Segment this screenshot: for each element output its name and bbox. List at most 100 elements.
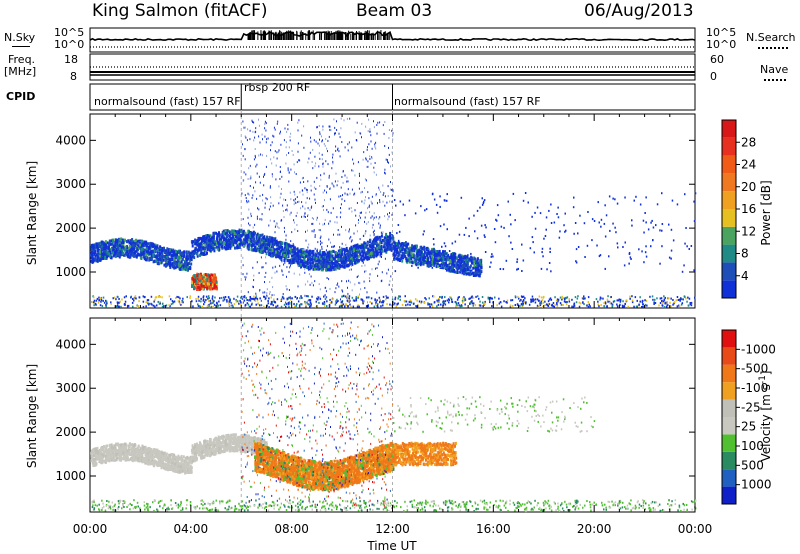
power-echo	[211, 278, 214, 282]
power-echo	[193, 286, 196, 290]
power-echo	[152, 243, 155, 247]
power-echo	[391, 242, 394, 246]
power-echo	[574, 296, 577, 299]
power-speckle	[304, 187, 306, 190]
power-echo	[196, 243, 199, 247]
power-speckle	[341, 247, 343, 250]
power-echo	[187, 254, 190, 258]
power-speckle	[340, 186, 342, 189]
power-echo	[201, 287, 204, 290]
power-speckle	[366, 148, 368, 151]
power-echo	[341, 302, 344, 305]
power-echo	[346, 295, 348, 298]
power-echo	[680, 303, 683, 306]
power-echo	[366, 250, 369, 254]
power-echo	[391, 246, 394, 250]
power-speckle	[289, 266, 291, 269]
power-echo	[103, 250, 105, 254]
power-echo	[90, 250, 93, 254]
power-echo	[191, 254, 194, 258]
power-echo	[463, 263, 466, 267]
power-echo	[463, 269, 466, 273]
power-echo	[619, 303, 621, 306]
power-echo	[340, 252, 343, 256]
power-echo	[426, 261, 429, 265]
power-speckle	[262, 291, 264, 294]
power-echo	[248, 238, 251, 242]
power-speckle	[260, 247, 262, 250]
power-speckle	[331, 167, 333, 170]
power-echo	[143, 252, 146, 256]
power-speckle	[306, 191, 308, 194]
power-speckle	[265, 122, 267, 125]
power-echo	[459, 268, 462, 272]
power-speckle	[344, 251, 346, 254]
power-echo	[311, 264, 314, 268]
power-echo	[216, 245, 219, 249]
power-echo	[351, 296, 354, 299]
power-echo	[251, 232, 254, 236]
power-echo	[261, 250, 264, 254]
power-echo	[153, 247, 156, 251]
power-speckle	[364, 255, 366, 258]
power-echo	[330, 257, 333, 261]
power-echo	[541, 299, 544, 302]
power-echo	[132, 241, 134, 245]
power-speckle	[329, 287, 331, 290]
power-echo	[96, 257, 99, 261]
power-echo	[458, 304, 460, 307]
power-echo	[478, 264, 481, 268]
power-speckle	[275, 164, 277, 167]
power-speckle	[301, 215, 303, 218]
power-echo	[255, 295, 257, 298]
nave-tick-top: 60	[710, 53, 724, 66]
power-speckle	[297, 201, 299, 203]
power-echo	[397, 297, 399, 300]
power-echo	[384, 246, 387, 250]
power-echo	[172, 263, 175, 267]
power-echo	[420, 254, 422, 258]
power-echo	[562, 304, 564, 306]
power-echo	[219, 304, 222, 307]
nsearch-tick-bottom: 10^0	[706, 38, 737, 51]
power-echo	[272, 304, 274, 307]
power-echo	[627, 305, 629, 308]
power-echo	[436, 251, 439, 255]
power-echo	[258, 304, 261, 307]
power-echo	[375, 252, 378, 256]
power-echo	[367, 251, 370, 255]
power-echo	[353, 299, 356, 302]
power-speckle	[264, 172, 266, 175]
power-echo	[389, 303, 391, 306]
power-echo	[91, 243, 94, 247]
power-echo	[678, 304, 680, 307]
power-speckle	[322, 165, 324, 168]
power-echo	[442, 266, 445, 270]
power-speckle	[340, 260, 342, 263]
power-echo	[432, 248, 435, 252]
power-echo	[273, 240, 276, 244]
power-echo	[187, 268, 189, 272]
power-echo	[519, 304, 521, 307]
power-echo	[102, 299, 104, 302]
power-echo	[578, 301, 581, 304]
power-echo	[607, 295, 609, 298]
power-echo	[472, 274, 475, 277]
power-echo	[148, 251, 151, 255]
power-echo	[263, 295, 266, 298]
power-echo	[197, 303, 199, 306]
power-echo	[464, 303, 466, 306]
power-echo	[440, 303, 442, 306]
power-echo	[146, 256, 149, 260]
power-echo	[382, 300, 384, 302]
power-speckle	[294, 193, 296, 196]
power-echo	[252, 297, 254, 300]
power-echo	[352, 254, 355, 257]
power-echo	[102, 253, 104, 256]
power-echo	[215, 277, 218, 281]
power-echo	[173, 250, 176, 254]
power-speckle	[296, 211, 298, 214]
power-echo	[141, 239, 144, 243]
power-speckle	[391, 200, 393, 203]
power-echo	[454, 252, 457, 256]
